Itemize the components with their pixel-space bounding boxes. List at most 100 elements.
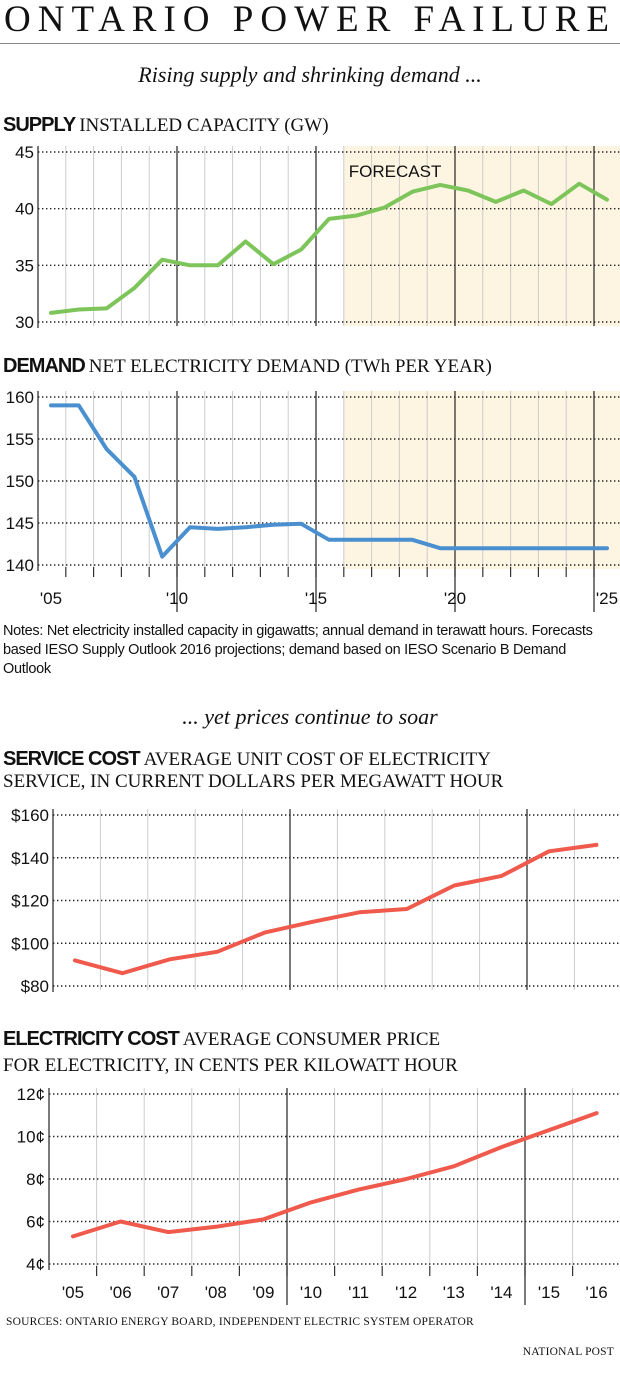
data-point <box>121 972 123 974</box>
y-tick-label: 12¢ <box>17 1085 45 1104</box>
data-point <box>161 556 163 558</box>
y-tick-label: $160 <box>11 806 49 825</box>
y-tick-label: 6¢ <box>26 1213 45 1232</box>
supply-chart-title: SUPPLY INSTALLED CAPACITY (GW) <box>3 114 329 137</box>
forecast-shading <box>343 146 620 326</box>
data-point <box>406 908 408 910</box>
data-point <box>467 190 469 192</box>
y-tick-label: 45 <box>15 143 34 162</box>
y-tick-label: 40 <box>15 200 34 219</box>
data-point <box>78 309 80 311</box>
data-point <box>439 547 441 549</box>
x-tick-label: '13 <box>443 1283 465 1302</box>
data-point <box>595 844 597 846</box>
data-point <box>467 547 469 549</box>
data-point <box>310 1201 312 1203</box>
series-line <box>73 842 599 976</box>
y-tick-label: 30 <box>15 313 34 332</box>
data-point <box>262 1218 264 1220</box>
series-line <box>71 1111 599 1239</box>
data-point <box>453 1165 455 1167</box>
data-point <box>606 547 608 549</box>
chart-1: 140 145 150 155 160 '05 '10 '15 '20 '25 <box>6 388 620 612</box>
data-point <box>189 526 191 528</box>
credit: NATIONAL POST <box>522 1346 614 1358</box>
supply-title-rest: INSTALLED CAPACITY (GW) <box>79 115 329 136</box>
elec-title-bold: ELECTRICITY COST <box>3 1028 180 1050</box>
y-tick-label: $100 <box>11 934 49 953</box>
data-point <box>405 1178 407 1180</box>
y-tick-label: $80 <box>21 977 49 996</box>
data-point <box>169 958 171 960</box>
y-tick-label: 10¢ <box>17 1128 45 1147</box>
data-point <box>215 1226 217 1228</box>
data-point <box>550 547 552 549</box>
data-point <box>606 199 608 201</box>
data-point <box>523 547 525 549</box>
data-point <box>358 1189 360 1191</box>
data-point <box>161 259 163 261</box>
y-tick-label: 4¢ <box>26 1255 45 1274</box>
data-point <box>356 539 358 541</box>
x-tick-label: '05 <box>62 1283 84 1302</box>
data-point <box>245 241 247 243</box>
y-tick-label: 150 <box>6 472 34 491</box>
y-tick-label: 35 <box>15 256 34 275</box>
x-tick-label: '20 <box>444 589 466 608</box>
data-point <box>550 203 552 205</box>
chart-notes: Notes: Net electricity installed capacit… <box>3 623 593 677</box>
data-point <box>328 218 330 220</box>
data-point <box>439 184 441 186</box>
data-point <box>272 524 274 526</box>
data-point <box>500 1146 502 1148</box>
x-tick-label: '15 <box>538 1283 560 1302</box>
electricity-cost-chart-title: ELECTRICITY COST AVERAGE CONSUMER PRICE FO… <box>3 1026 458 1079</box>
data-point <box>548 850 550 852</box>
data-point <box>578 183 580 185</box>
y-tick-label: $120 <box>11 892 49 911</box>
elec-title-rest: AVERAGE CONSUMER PRICE <box>182 1029 441 1050</box>
y-tick-label: 140 <box>6 556 34 575</box>
data-point <box>356 214 358 216</box>
x-tick-label: '08 <box>205 1283 227 1302</box>
data-point <box>300 523 302 525</box>
data-point <box>272 263 274 265</box>
data-point <box>217 528 219 530</box>
chart-0: 30 35 40 45 FORECAST <box>15 143 620 332</box>
x-tick-label: '14 <box>490 1283 512 1302</box>
x-tick-label: '09 <box>252 1283 274 1302</box>
data-point <box>72 1235 74 1237</box>
y-tick-label: 8¢ <box>26 1170 45 1189</box>
y-tick-label: 155 <box>6 430 34 449</box>
data-point <box>120 1221 122 1222</box>
x-tick-label: '05 <box>40 589 62 608</box>
x-tick-label: '06 <box>110 1283 132 1302</box>
data-point <box>578 547 580 549</box>
y-tick-label: 160 <box>6 388 34 407</box>
elec-title-line2: FOR ELECTRICITY, IN CENTS PER KILOWATT H… <box>3 1055 458 1076</box>
data-point <box>501 875 503 877</box>
supply-title-bold: SUPPLY <box>3 114 76 136</box>
y-tick-label: 145 <box>6 514 34 533</box>
page-title: ONTARIO POWER FAILURE <box>4 0 616 40</box>
service-cost-chart-title: SERVICE COST AVERAGE UNIT COST OF ELECTRI… <box>3 748 503 793</box>
forecast-label: FORECAST <box>349 162 442 181</box>
data-point <box>133 476 135 478</box>
data-point <box>548 1129 550 1131</box>
data-point <box>596 1112 598 1114</box>
data-point <box>453 885 455 887</box>
x-tick-label: '10 <box>166 589 188 608</box>
data-point <box>167 1231 169 1233</box>
data-point <box>411 539 413 541</box>
service-title-bold: SERVICE COST <box>3 748 141 770</box>
data-point <box>264 932 266 934</box>
x-tick-label: '15 <box>305 589 327 608</box>
data-point <box>216 951 218 953</box>
x-tick-label: '07 <box>157 1283 179 1302</box>
data-point <box>78 404 80 406</box>
service-title-line2: SERVICE, IN CURRENT DOLLARS PER MEGAWATT… <box>3 771 504 792</box>
y-tick-label: $140 <box>11 849 49 868</box>
forecast-shading <box>343 391 620 569</box>
section-kicker-prices: ... yet prices continue to soar <box>182 704 438 729</box>
title-divider <box>0 43 620 44</box>
